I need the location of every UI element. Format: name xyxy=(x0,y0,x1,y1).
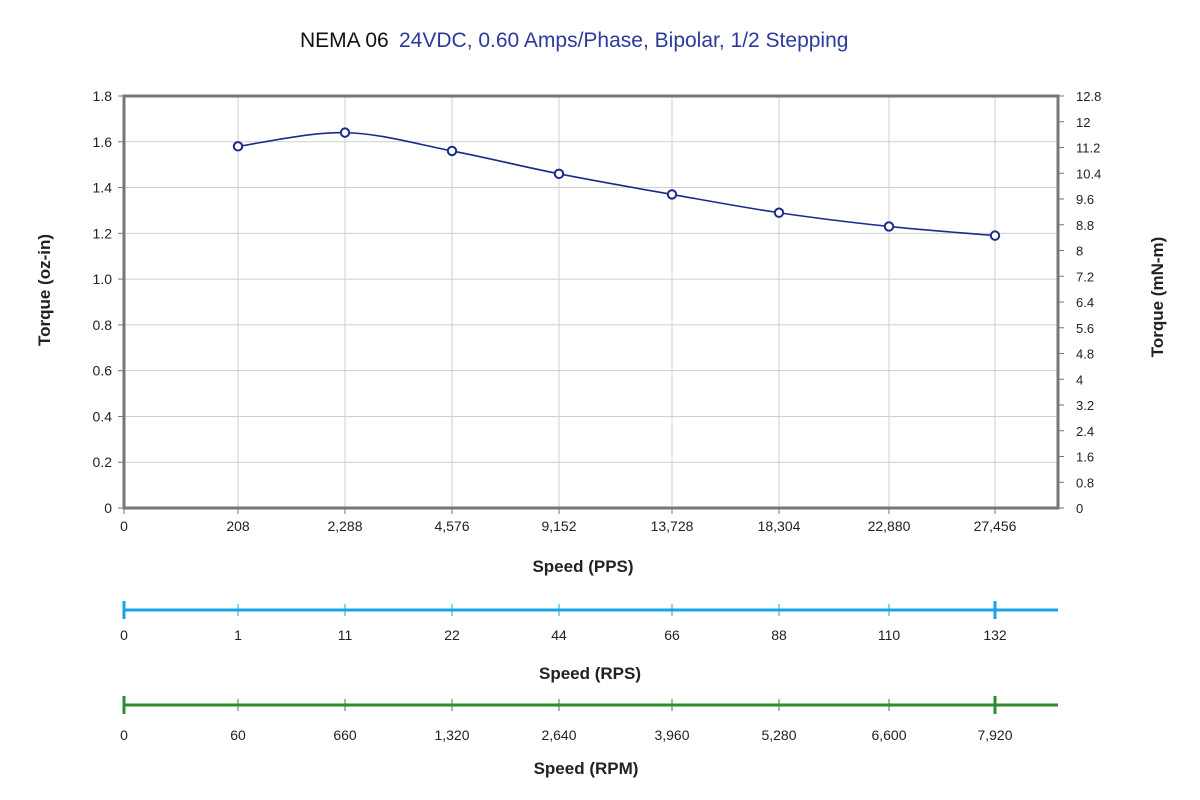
right-tick-label: 0.8 xyxy=(1076,475,1094,490)
axis-tick-label: 66 xyxy=(664,627,680,643)
axis-tick-label: 7,920 xyxy=(977,727,1012,743)
left-tick-label: 0.4 xyxy=(93,408,113,424)
grid-lines xyxy=(124,96,1058,508)
left-tick-label: 0 xyxy=(104,500,112,516)
axis-tick-label: 660 xyxy=(333,727,357,743)
right-axis-ticks: 0 0.8 1.6 2.4 3.2 4 4.8 5.6 6.4 7.2 8 8.8 9.6 10.4 11.… xyxy=(1058,89,1101,516)
x-axis-ticks: 0 208 2,288 4,576 9,152 13,728 18,304 22,880 27,… xyxy=(120,508,1017,534)
axis-tick-label: 88 xyxy=(771,627,787,643)
axis-tick-label: 3,960 xyxy=(654,727,689,743)
right-tick-label: 8 xyxy=(1076,244,1083,259)
left-tick-label: 1.8 xyxy=(93,88,113,104)
left-tick-label: 1.6 xyxy=(93,134,113,150)
y-axis-title-left: Torque (oz-in) xyxy=(35,234,54,346)
right-tick-label: 7.2 xyxy=(1076,269,1094,284)
data-point xyxy=(666,189,678,200)
right-tick-label: 11.2 xyxy=(1076,141,1100,156)
axis-tick-label: 44 xyxy=(551,627,567,643)
data-point xyxy=(989,230,1001,241)
chart-title: NEMA 06 xyxy=(300,29,389,52)
axis-tick-label: 1 xyxy=(234,627,242,643)
right-tick-label: 10.4 xyxy=(1076,166,1101,181)
axis-tick-label: 60 xyxy=(230,727,246,743)
right-tick-label: 1.6 xyxy=(1076,450,1094,465)
speed-rpm-axis: 0 60 660 1,320 2,640 3,960 5,280 6,600 7,920 xyxy=(120,696,1058,743)
speed-rps-axis: 0 1 11 22 44 66 88 110 132 xyxy=(120,601,1058,643)
chart-subtitle: 24VDC, 0.60 Amps/Phase, Bipolar, 1/2 Ste… xyxy=(399,29,848,52)
x-tick-label: 9,152 xyxy=(541,518,576,534)
right-tick-label: 12 xyxy=(1076,115,1090,130)
x-tick-label: 4,576 xyxy=(434,518,469,534)
plot-frame xyxy=(122,94,1060,510)
axis-tick-label: 22 xyxy=(444,627,460,643)
left-tick-label: 0.2 xyxy=(93,454,113,470)
right-tick-label: 5.6 xyxy=(1076,321,1094,336)
right-tick-label: 9.6 xyxy=(1076,192,1094,207)
right-tick-label: 4 xyxy=(1076,372,1083,387)
axis-tick-label: 0 xyxy=(120,627,128,643)
right-tick-label: 6.4 xyxy=(1076,295,1094,310)
data-point xyxy=(446,145,458,157)
axis-tick-label: 132 xyxy=(983,627,1007,643)
x-tick-label: 208 xyxy=(226,518,250,534)
data-point xyxy=(339,127,351,138)
right-tick-label: 3.2 xyxy=(1076,398,1094,413)
series-layer xyxy=(232,127,1001,241)
axis-tick-label: 6,600 xyxy=(871,727,906,743)
x-tick-label: 13,728 xyxy=(651,518,694,534)
left-tick-label: 0.8 xyxy=(93,317,113,333)
x-tick-label: 2,288 xyxy=(327,518,362,534)
right-tick-label: 4.8 xyxy=(1076,347,1094,362)
x-tick-label: 0 xyxy=(120,518,128,534)
axis-tick-label: 2,640 xyxy=(541,727,576,743)
right-tick-label: 0 xyxy=(1076,501,1083,516)
axis-tick-label: 5,280 xyxy=(761,727,796,743)
left-tick-label: 1.0 xyxy=(93,271,113,287)
axis-tick-label: 110 xyxy=(878,627,901,643)
x-tick-label: 18,304 xyxy=(758,518,801,534)
x-tick-label: 27,456 xyxy=(974,518,1017,534)
data-point xyxy=(232,141,244,152)
axis-tick-label: 1,320 xyxy=(434,727,469,743)
axis-tick-label: 11 xyxy=(338,627,353,643)
right-tick-label: 12.8 xyxy=(1076,89,1101,104)
data-point xyxy=(553,168,565,180)
x-axis-title-rpm: Speed (RPM) xyxy=(534,759,639,778)
left-axis-ticks: 0 0.2 0.4 0.6 0.8 1.0 1.2 1.4 1.6 1.8 xyxy=(93,88,124,516)
right-tick-label: 2.4 xyxy=(1076,424,1094,439)
left-tick-label: 1.4 xyxy=(93,180,113,196)
axis-tick-label: 0 xyxy=(120,727,128,743)
y-axis-title-right: Torque (mN-m) xyxy=(1148,237,1167,358)
data-point xyxy=(773,207,785,218)
x-tick-label: 22,880 xyxy=(868,518,911,534)
right-tick-label: 8.8 xyxy=(1076,218,1094,233)
x-axis-title-pps: Speed (PPS) xyxy=(532,557,633,576)
left-tick-label: 0.6 xyxy=(93,363,113,379)
data-point xyxy=(883,221,895,232)
x-axis-title-rps: Speed (RPS) xyxy=(539,664,641,683)
left-tick-label: 1.2 xyxy=(93,225,113,241)
torque-series-line xyxy=(237,131,996,237)
